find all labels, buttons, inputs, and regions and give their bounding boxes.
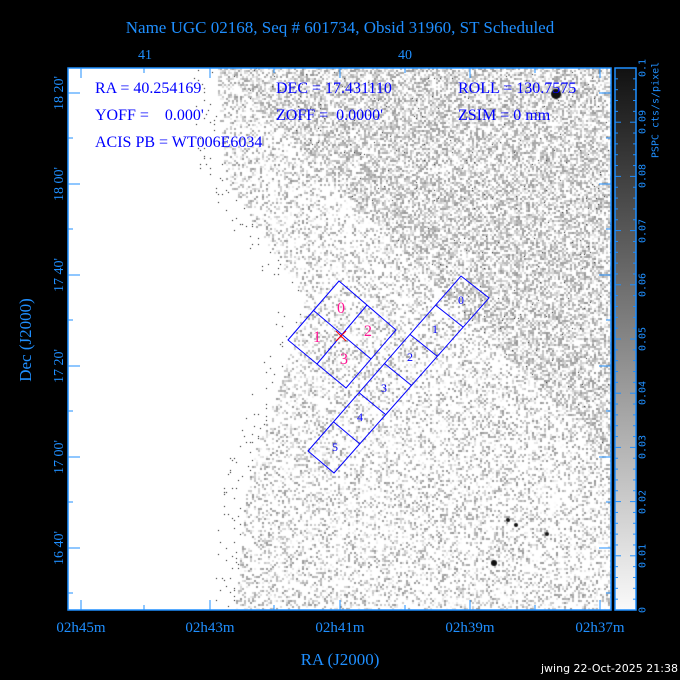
colorbar-tick-label: 0.07 bbox=[637, 218, 649, 243]
x-tick-label: 02h43m bbox=[185, 620, 235, 636]
sky-image bbox=[68, 68, 611, 610]
acis-i-chip-3-label: 3 bbox=[340, 351, 348, 368]
yoff-readout: YOFF = 0.000' bbox=[95, 107, 204, 124]
x-tick-label: 02h37m bbox=[575, 620, 625, 636]
top-tick-label: 41 bbox=[138, 48, 152, 63]
y-tick-label: 17 40' bbox=[52, 257, 67, 293]
y-axis-label: Dec (J2000) bbox=[16, 298, 35, 382]
acis-s-chip-5-label: 5 bbox=[332, 440, 338, 454]
acis-s-chip-divider bbox=[409, 333, 438, 357]
colorbar-tick-label: 0.1 bbox=[637, 58, 649, 78]
ra-readout: RA = 40.254169 bbox=[95, 80, 202, 97]
top-tick-label: 40 bbox=[398, 48, 412, 63]
y-tick-label: 18 20' bbox=[52, 75, 67, 111]
aimpoint-marker bbox=[335, 330, 347, 342]
acis-s-chip-4-label: 4 bbox=[357, 410, 363, 424]
plot-title: Name UGC 02168, Seq # 601734, Obsid 3196… bbox=[125, 18, 555, 37]
acis-i-chip-2-label: 2 bbox=[364, 323, 372, 340]
y-tick-label: 17 00' bbox=[52, 439, 67, 475]
colorbar-tick-label: 0.09 bbox=[637, 110, 649, 135]
acis-pb-readout: ACIS PB = WT006E6034 bbox=[95, 134, 263, 151]
acis-s-chip-1-label: 1 bbox=[432, 322, 438, 336]
zsim-readout: ZSIM = 0 mm bbox=[458, 107, 551, 124]
acis-i-chip-1-label: 1 bbox=[313, 329, 321, 346]
acis-s-chip-0-label: 0 bbox=[458, 293, 464, 307]
y-tick-label: 17 20' bbox=[52, 348, 67, 384]
acis-s-chip-divider bbox=[358, 392, 386, 416]
colorbar-tick-label: 0.01 bbox=[637, 543, 649, 568]
acis-s-chip-2-label: 2 bbox=[407, 350, 413, 364]
colorbar-tick-label: 0.02 bbox=[637, 489, 649, 514]
colorbar-tick-label: 0.08 bbox=[637, 164, 649, 189]
footer-stamp: jwing 22-Oct-2025 21:38 bbox=[540, 662, 678, 675]
acis-s-array bbox=[307, 275, 490, 474]
x-axis-label: RA (J2000) bbox=[300, 650, 380, 669]
acis-s-chip-divider bbox=[333, 421, 361, 445]
acis-s-chip-3-label: 3 bbox=[381, 381, 387, 395]
colorbar-tick-label: 0.04 bbox=[637, 381, 649, 406]
colorbar-tick-label: 0 bbox=[637, 606, 649, 614]
acis-i-chip-0-label: 0 bbox=[337, 300, 345, 317]
colorbar-tick-label: 0.05 bbox=[637, 326, 649, 352]
acis-s-chip-divider bbox=[384, 363, 412, 386]
y-tick-label: 16 40' bbox=[52, 530, 67, 566]
colorbar-label: PSPC cts/s/pixel bbox=[650, 61, 662, 159]
colorbar-ticks bbox=[615, 67, 636, 611]
acis-s-chip-divider bbox=[435, 304, 464, 328]
colorbar-tick-label: 0.06 bbox=[637, 272, 649, 297]
x-tick-label: 02h39m bbox=[445, 620, 495, 636]
zoff-readout: ZOFF = 0.0000' bbox=[276, 107, 384, 124]
axis-ticks bbox=[68, 68, 611, 610]
x-tick-label: 02h45m bbox=[56, 620, 106, 636]
dec-readout: DEC = 17.431110 bbox=[276, 80, 392, 97]
roll-readout: ROLL = 130.7575 bbox=[458, 80, 577, 97]
y-tick-label: 18 00' bbox=[52, 166, 67, 202]
x-tick-label: 02h41m bbox=[315, 620, 365, 636]
colorbar-tick-label: 0.03 bbox=[637, 435, 649, 460]
